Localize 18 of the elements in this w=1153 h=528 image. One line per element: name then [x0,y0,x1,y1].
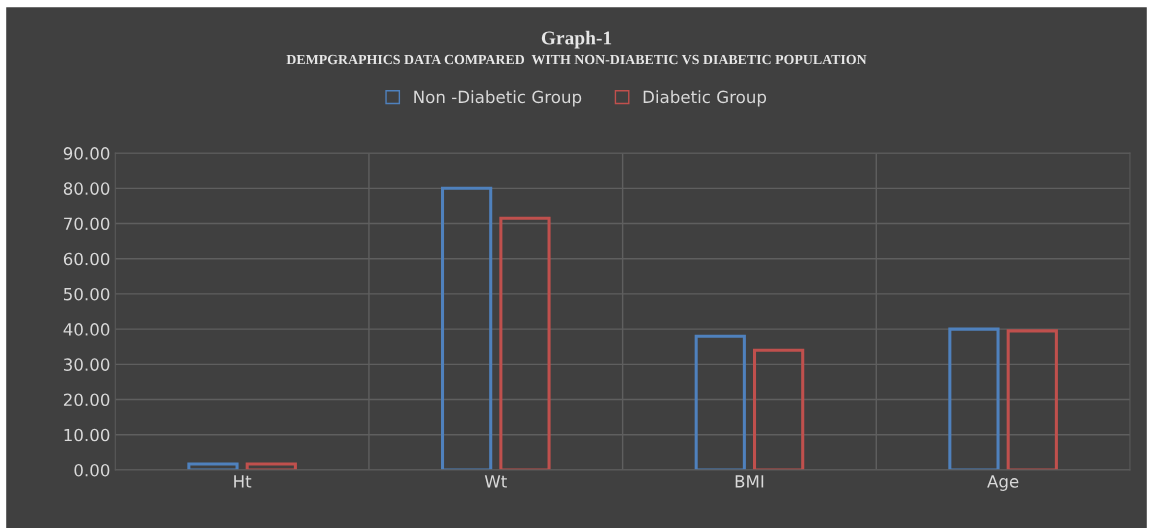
y-tick-label: 30.00 [64,358,110,371]
legend-label: Diabetic Group [643,90,767,107]
y-tick-label: 70.00 [64,217,110,231]
x-tick-label: Wt [484,475,507,488]
y-tick-label: 50.00 [64,287,110,301]
y-tick-label: 60.00 [63,252,110,266]
legend-label: Non -Diabetic Group [414,90,582,107]
y-tick-label: 20.00 [63,393,110,407]
y-tick-label: 80.00 [63,182,110,195]
x-tick-label: Age [987,475,1019,491]
y-tick-label: 90.00 [63,147,110,160]
x-tick-label: Ht [234,475,252,488]
y-tick-label: 40.00 [63,323,110,336]
chart-subtitle: DEMPGRAPHICS DATA COMPARED WITH NON-DIABETIC VS DIABETIC POPULATION [286,54,867,65]
x-tick-label: BMI [735,475,764,488]
y-tick-label: 0.00 [74,463,110,477]
y-tick-label: 10.00 [64,428,110,442]
chart-title: Graph-1 [541,30,612,49]
